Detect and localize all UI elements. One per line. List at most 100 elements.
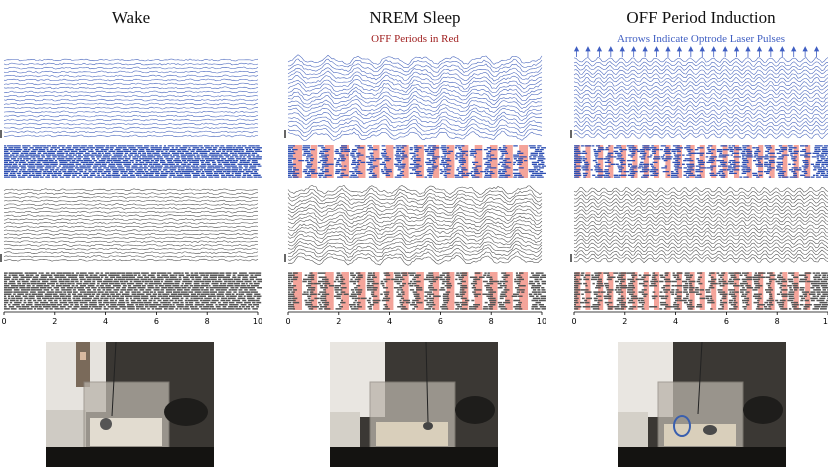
lfp-trace-probe-1-ch-11 [573, 100, 828, 108]
lfp-trace-probe-2-ch-6 [3, 210, 259, 214]
lfp-trace-probe-1-ch-1 [3, 62, 259, 66]
off-period-6-probe-2 [385, 272, 394, 310]
lfp-trace-probe-1-ch-9 [574, 92, 828, 100]
off-period-3-probe-2 [341, 272, 349, 310]
off-period-9-probe-2 [432, 272, 440, 310]
lfp-trace-probe-2-ch-11 [3, 229, 259, 232]
mouse-cage-video-frame-icon [46, 342, 214, 467]
lfp-trace-probe-2-ch-10 [573, 223, 828, 230]
lfp-trace-probe-1-ch-17 [287, 123, 543, 134]
lfp-trace-probe-2-ch-2 [3, 195, 259, 199]
lfp-trace-probe-2-ch-7 [287, 210, 543, 222]
lfp-trace-probe-1-ch-7 [573, 84, 828, 92]
lfp-trace-probe-1-ch-6 [3, 82, 259, 86]
x-tick-label-6: 6 [438, 317, 443, 326]
off-period-1-probe-2 [585, 272, 591, 310]
off-period-14-probe-1 [734, 145, 740, 178]
x-tick-label-8: 8 [489, 317, 494, 326]
lfp-trace-probe-2-ch-15 [573, 242, 828, 249]
lfp-trace-probe-2-ch-4 [3, 203, 259, 206]
x-tick-label-2: 2 [52, 317, 57, 326]
chart-plot-wake: 0 2 4 6 8 10 [0, 58, 262, 326]
lfp-trace-probe-1-ch-13 [573, 109, 828, 116]
lfp-trace-probe-2-ch-18 [573, 253, 828, 260]
lfp-trace-probe-1-ch-10 [573, 96, 828, 104]
laser-pulse-arrow-19 [791, 46, 797, 57]
lfp-trace-probe-2-ch-10 [287, 221, 543, 232]
lfp-trace-probe-2-ch-19 [573, 257, 828, 264]
off-period-9-probe-1 [676, 145, 682, 178]
off-period-7-probe-1 [654, 145, 660, 178]
off-period-3-probe-1 [608, 145, 614, 178]
lfp-trace-probe-1-ch-6 [287, 79, 543, 90]
lfp-trace-probe-1-ch-11 [287, 98, 542, 110]
off-period-2-probe-1 [324, 145, 334, 178]
off-period-20-probe-1 [805, 145, 811, 178]
off-period-3-probe-2 [608, 272, 614, 310]
off-period-9-probe-2 [676, 272, 682, 310]
lfp-trace-probe-2-ch-11 [287, 225, 543, 236]
lfp-trace-probe-2-ch-15 [3, 244, 258, 247]
laser-pulse-arrow-8 [665, 46, 671, 57]
lfp-trace-probe-1-ch-9 [287, 90, 543, 102]
lfp-trace-probe-1-ch-3 [573, 68, 828, 76]
off-period-0-probe-2 [293, 272, 302, 310]
lfp-trace-probe-2-ch-12 [287, 228, 543, 240]
lfp-trace-probe-2-ch-13 [573, 234, 828, 242]
off-period-6-probe-1 [643, 145, 649, 178]
off-period-15-probe-1 [519, 145, 529, 178]
off-period-13-probe-2 [489, 272, 498, 310]
laser-pulse-arrow-18 [779, 46, 785, 57]
off-period-7-probe-2 [654, 272, 660, 310]
off-period-1-probe-1 [310, 145, 318, 178]
x-tick-label-0: 0 [571, 317, 576, 326]
chart-subtitle: OFF Periods in Red [371, 33, 459, 45]
lfp-trace-probe-1-ch-4 [573, 72, 828, 80]
lfp-trace-probe-2-ch-17 [288, 247, 543, 258]
lfp-trace-probe-1-ch-8 [287, 86, 543, 98]
lfp-trace-probe-2-ch-9 [3, 221, 259, 225]
lfp-trace-probe-1-ch-16 [573, 120, 828, 128]
lfp-trace-probe-2-ch-17 [3, 251, 259, 255]
x-tick-label-6: 6 [724, 317, 729, 326]
off-period-10-probe-1 [689, 145, 695, 178]
lfp-trace-probe-1-ch-3 [3, 70, 259, 74]
lfp-trace-probe-1-ch-0 [573, 56, 828, 64]
off-period-12-probe-1 [474, 145, 483, 178]
lfp-trace-probe-2-ch-5 [573, 205, 828, 212]
off-period-5-probe-2 [373, 272, 380, 310]
lfp-trace-probe-2-ch-18 [3, 255, 259, 258]
off-period-5-probe-1 [632, 145, 638, 178]
lfp-trace-probe-2-ch-5 [287, 202, 543, 214]
lfp-trace-probe-2-ch-12 [573, 231, 828, 238]
lfp-trace-probe-2-ch-1 [573, 190, 828, 197]
lfp-trace-probe-2-ch-16 [573, 245, 828, 253]
lfp-trace-probe-2-ch-8 [3, 218, 259, 221]
lfp-trace-probe-2-ch-4 [573, 201, 828, 208]
lfp-trace-probe-1-ch-1 [288, 58, 543, 70]
lfp-trace-probe-1-ch-12 [573, 104, 828, 111]
x-tick-label-0: 0 [285, 317, 290, 326]
laser-pulse-arrow-6 [642, 46, 648, 57]
lfp-trace-probe-1-ch-2 [3, 66, 259, 70]
off-period-8-probe-1 [416, 145, 424, 178]
off-period-7-probe-1 [402, 145, 409, 178]
lfp-trace-probe-1-ch-18 [3, 130, 259, 134]
lfp-trace-probe-2-ch-1 [287, 187, 543, 200]
off-period-11-probe-2 [461, 272, 469, 310]
lfp-trace-probe-1-ch-13 [287, 106, 543, 118]
lfp-trace-probe-1-ch-2 [573, 64, 828, 72]
laser-pulse-arrow-1 [585, 46, 591, 57]
lfp-trace-probe-2-ch-14 [287, 236, 543, 247]
laser-pulse-arrow-12 [711, 46, 717, 57]
x-tick-label-4: 4 [103, 317, 108, 326]
lfp-trace-probe-1-ch-7 [287, 82, 543, 94]
lfp-trace-probe-2-ch-18 [287, 251, 543, 262]
off-period-0-probe-1 [575, 145, 581, 178]
lfp-trace-probe-1-ch-5 [573, 76, 828, 84]
lfp-trace-probe-1-ch-19 [287, 130, 543, 141]
x-tick-label-10: 10 [823, 317, 828, 326]
laser-pulse-arrow-16 [756, 46, 763, 57]
laser-pulse-arrow-17 [768, 46, 774, 57]
panel-wake: Wake 0 2 4 6 8 10 [0, 0, 262, 330]
